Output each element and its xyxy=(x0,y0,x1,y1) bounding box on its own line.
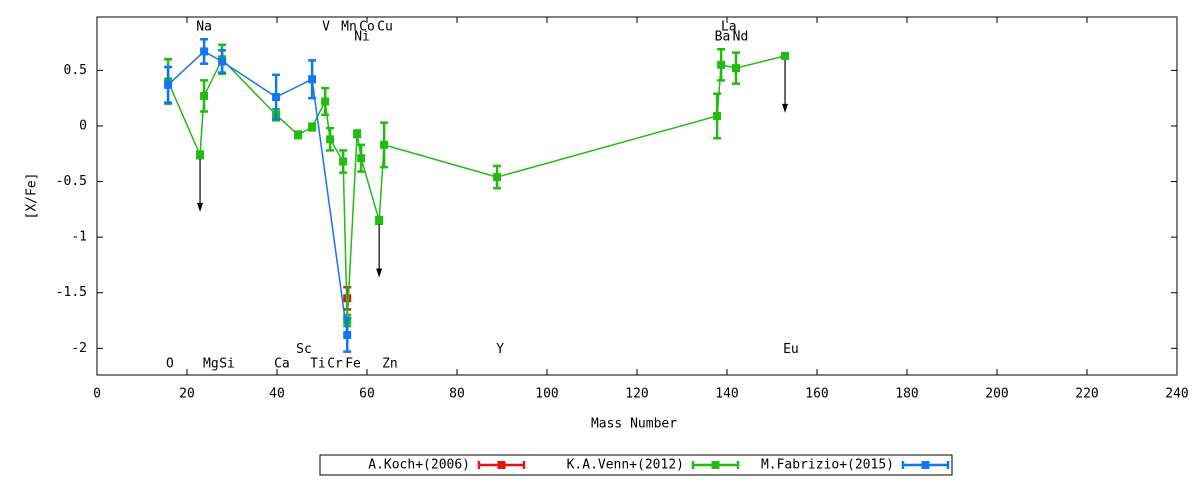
element-label: Fe xyxy=(345,356,361,371)
data-point xyxy=(493,173,502,182)
x-axis-label: Mass Number xyxy=(591,417,677,432)
y-tick-label: 0.5 xyxy=(64,63,87,78)
element-label: O xyxy=(166,356,174,371)
upper-limit-arrowhead xyxy=(197,202,204,212)
element-label: Cr xyxy=(327,356,343,371)
element-label: Nd xyxy=(733,30,749,45)
element-label: Co xyxy=(359,20,375,35)
upper-limit-arrowhead xyxy=(376,268,383,278)
legend-label: A.Koch+(2006) xyxy=(368,458,470,473)
legend-swatch xyxy=(921,461,930,469)
element-label: Y xyxy=(496,342,504,357)
element-label: Zn xyxy=(382,356,398,371)
data-point xyxy=(339,157,348,166)
data-point xyxy=(200,91,209,100)
x-tick-label: 80 xyxy=(449,387,465,402)
x-tick-label: 120 xyxy=(625,387,648,402)
x-tick-label: 160 xyxy=(805,387,828,402)
x-tick-label: 60 xyxy=(359,387,375,402)
data-point xyxy=(713,111,722,120)
data-point xyxy=(357,154,366,163)
x-tick-label: 180 xyxy=(895,387,918,402)
element-label: Si xyxy=(219,356,235,371)
y-tick-label: -1.5 xyxy=(56,285,87,300)
plot-frame xyxy=(96,16,1178,376)
legend-box xyxy=(319,454,953,476)
series-line xyxy=(167,50,348,336)
legend-swatch xyxy=(497,461,506,469)
y-tick-label: 0 xyxy=(79,118,87,133)
element-label: Na xyxy=(196,20,212,35)
upper-limit-arrowhead xyxy=(782,103,789,113)
legend-label: M.Fabrizio+(2015) xyxy=(761,458,894,473)
x-tick-label: 40 xyxy=(269,387,285,402)
data-point xyxy=(196,150,205,159)
legend-label: K.A.Venn+(2012) xyxy=(567,458,684,473)
x-tick-label: 220 xyxy=(1075,387,1098,402)
data-point xyxy=(321,97,330,106)
legend-swatch xyxy=(711,461,720,469)
data-point xyxy=(308,75,317,84)
x-tick-label: 240 xyxy=(1165,387,1188,402)
element-label: V xyxy=(322,20,330,35)
element-label: Ca xyxy=(274,356,290,371)
data-point xyxy=(218,57,227,66)
data-point xyxy=(294,130,303,139)
data-point xyxy=(732,64,740,73)
element-label: Mg xyxy=(203,356,219,371)
data-point xyxy=(308,123,317,132)
y-tick-label: -2 xyxy=(71,341,87,356)
element-label: Ti xyxy=(310,356,326,371)
data-point xyxy=(781,51,790,60)
x-tick-label: 100 xyxy=(535,387,558,402)
element-label: Sc xyxy=(296,342,312,357)
y-axis-label: [X/Fe] xyxy=(25,173,40,220)
data-point xyxy=(164,80,173,89)
y-tick-label: -1 xyxy=(71,230,87,245)
data-point xyxy=(717,60,726,69)
data-point xyxy=(353,129,362,138)
x-tick-label: 20 xyxy=(179,387,195,402)
element-label: Eu xyxy=(783,342,799,357)
element-label: Ni xyxy=(354,30,370,45)
data-point xyxy=(343,330,352,339)
x-tick-label: 0 xyxy=(93,387,101,402)
element-label: Cu xyxy=(377,20,393,35)
data-point xyxy=(200,47,209,56)
x-tick-label: 200 xyxy=(985,387,1008,402)
element-label: Ba xyxy=(715,30,731,45)
series-line xyxy=(167,55,786,321)
element-label: La xyxy=(721,20,737,35)
x-tick-label: 140 xyxy=(715,387,738,402)
data-point xyxy=(326,135,335,144)
data-point xyxy=(380,140,389,149)
y-tick-label: -0.5 xyxy=(56,174,87,189)
data-point xyxy=(272,93,281,102)
data-point xyxy=(375,216,384,225)
element-label: Mn xyxy=(341,20,357,35)
